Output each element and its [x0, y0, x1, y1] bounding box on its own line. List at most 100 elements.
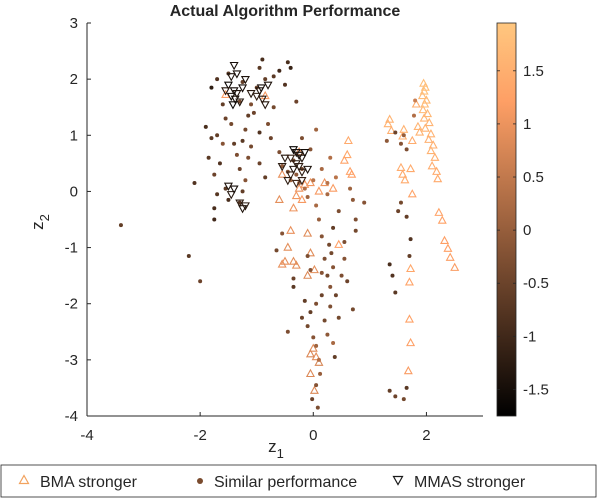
point-bma	[297, 194, 307, 203]
point-similar	[407, 253, 412, 258]
point-similar	[118, 223, 123, 228]
point-bma	[417, 90, 427, 100]
point-similar	[223, 116, 228, 121]
point-mmas	[277, 163, 287, 172]
point-similar	[280, 231, 285, 236]
colorbar-tick-label: -1	[523, 328, 536, 345]
point-similar	[319, 293, 324, 298]
point-similar	[404, 385, 409, 390]
point-similar	[266, 122, 271, 127]
point-bma	[305, 248, 315, 257]
point-similar	[271, 74, 276, 79]
point-mmas	[229, 61, 239, 71]
point-similar	[333, 175, 338, 180]
y-tick-label: 1	[70, 127, 78, 144]
point-similar	[209, 136, 214, 141]
y-tick-label: 2	[70, 71, 78, 88]
point-mmas	[229, 185, 239, 194]
point-mmas	[297, 168, 307, 177]
point-similar	[237, 99, 242, 104]
point-mmas	[286, 154, 296, 163]
point-similar	[325, 181, 330, 186]
point-bma	[407, 135, 417, 145]
point-bma	[400, 175, 410, 184]
point-similar	[186, 253, 191, 258]
point-bma	[406, 337, 416, 347]
point-similar	[314, 127, 319, 132]
point-similar	[308, 268, 313, 273]
point-similar	[413, 98, 418, 103]
point-similar	[220, 102, 225, 107]
point-bma	[433, 173, 443, 183]
point-mmas	[288, 165, 299, 175]
point-bma	[443, 243, 453, 252]
point-similar	[318, 371, 323, 376]
point-similar	[240, 138, 245, 143]
point-bma	[347, 169, 357, 178]
legend-label-similar: Similar performance	[214, 474, 357, 491]
point-similar	[401, 397, 406, 402]
point-similar	[263, 77, 268, 82]
point-similar	[277, 68, 282, 73]
point-bma	[288, 203, 299, 212]
point-similar	[220, 141, 225, 146]
point-mmas	[263, 81, 273, 90]
point-similar	[249, 144, 254, 149]
point-bma	[314, 357, 324, 366]
point-similar	[319, 166, 324, 171]
point-bma	[427, 161, 437, 170]
point-similar	[404, 147, 409, 152]
point-similar	[384, 138, 389, 143]
point-similar	[305, 324, 310, 329]
point-bma	[342, 149, 352, 159]
point-similar	[212, 172, 217, 177]
point-mmas	[240, 75, 250, 85]
point-bma	[398, 169, 408, 178]
point-similar	[308, 310, 313, 315]
point-similar	[209, 85, 214, 90]
point-similar	[291, 284, 296, 289]
point-similar	[353, 228, 358, 233]
point-similar	[206, 155, 211, 160]
point-similar	[348, 186, 353, 191]
point-similar	[308, 147, 313, 152]
point-similar	[314, 383, 319, 388]
plot-area	[87, 23, 483, 416]
point-similar	[299, 315, 304, 320]
point-bma	[450, 262, 460, 271]
point-similar	[285, 60, 290, 65]
legend-box	[0, 464, 597, 498]
y-axis-label: z2	[28, 214, 52, 230]
point-similar	[223, 186, 228, 191]
chart-title: Actual Algorithm Performance	[170, 3, 401, 20]
point-similar	[333, 293, 338, 298]
x-axis-label-main: z	[268, 437, 277, 456]
point-similar	[212, 206, 217, 211]
point-similar	[342, 239, 347, 244]
point-similar	[212, 217, 217, 222]
colorbar: 1.5 1 0.5 0 -0.5 -1 -1.5	[496, 22, 549, 417]
point-similar	[288, 65, 293, 70]
point-similar	[328, 304, 333, 309]
point-similar	[345, 279, 350, 284]
point-bma	[434, 207, 444, 216]
point-bma	[294, 183, 304, 192]
x-tick-label: 2	[422, 427, 430, 444]
point-similar	[215, 77, 220, 82]
point-mmas	[226, 73, 236, 82]
point-similar	[310, 397, 315, 402]
point-similar	[408, 237, 413, 242]
point-similar	[316, 357, 321, 362]
colorbar-ticks: 1.5 1 0.5 0 -0.5 -1 -1.5	[497, 63, 549, 398]
point-similar	[339, 273, 344, 278]
point-bma	[221, 89, 231, 99]
point-similar	[260, 57, 265, 62]
point-similar	[331, 225, 336, 230]
point-similar	[283, 82, 287, 87]
point-similar	[319, 234, 324, 239]
point-bma	[424, 117, 434, 127]
point-mmas	[221, 87, 231, 96]
point-similar	[274, 248, 279, 253]
point-bma	[339, 155, 349, 164]
